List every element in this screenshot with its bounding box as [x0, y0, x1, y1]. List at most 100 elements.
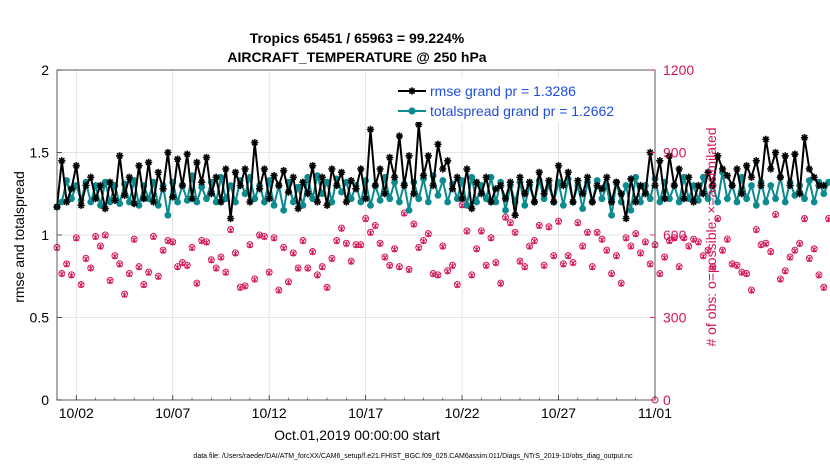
rmse-point [313, 198, 322, 206]
obs-assimilated-marker [719, 248, 726, 254]
obs-assimilated-marker [362, 216, 369, 223]
obs-assimilated-marker [811, 246, 817, 253]
obs-assimilated-marker [126, 271, 133, 278]
spread-point [593, 177, 601, 184]
rmse-point [453, 173, 461, 181]
spread-point [58, 198, 66, 206]
obs-assimilated-marker [681, 235, 687, 242]
rmse-point [390, 173, 399, 181]
rmse-point [617, 190, 625, 198]
obs-assimilated-marker [165, 238, 171, 245]
legend-rmse-label: rmse grand pr = 1.3286 [430, 83, 576, 99]
obs-assimilated-marker [555, 219, 562, 225]
rmse-point [357, 165, 365, 173]
rmse-point [583, 173, 592, 181]
obs-assimilated-marker [710, 264, 716, 271]
rmse-point [424, 152, 432, 160]
obs-assimilated-marker [396, 264, 403, 271]
obs-assimilated-marker [382, 254, 388, 261]
obs-assimilated-marker [73, 235, 80, 242]
rmse-point [632, 198, 640, 206]
spread-point [767, 182, 775, 189]
rmse-point [752, 157, 760, 165]
rmse-point [188, 195, 196, 203]
spread-point [396, 198, 403, 206]
spread-point [752, 201, 760, 209]
rmse-point [810, 173, 818, 181]
footnote: data file: /Users/raeder/DAI/ATM_forcXX/… [193, 453, 633, 460]
y-tick-label-right: 900 [663, 145, 687, 161]
rmse-point [395, 132, 404, 140]
rmse-point [781, 152, 789, 160]
obs-assimilated-marker [285, 279, 292, 286]
obs-assimilated-marker [526, 243, 533, 250]
obs-assimilated-marker [435, 272, 441, 279]
rmse-point [434, 140, 442, 148]
legend-rmse-marker [408, 87, 416, 95]
rmse-point [714, 152, 722, 160]
rmse-point [145, 158, 153, 166]
obs-assimilated-marker [690, 237, 697, 243]
rmse-point [685, 173, 693, 181]
obs-assimilated-marker [131, 237, 137, 243]
spread-point [781, 198, 789, 206]
rmse-point [149, 198, 158, 206]
rmse-point [607, 198, 616, 206]
rmse-point [675, 165, 683, 173]
rmse-point [501, 195, 510, 203]
obs-assimilated-marker [194, 281, 200, 287]
obs-assimilated-marker [618, 281, 624, 287]
obs-assimilated-marker [242, 283, 248, 290]
obs-assimilated-marker [676, 264, 682, 271]
grid-layer [57, 70, 655, 400]
obs-assimilated-marker [237, 285, 243, 291]
obs-assimilated-marker [88, 265, 94, 272]
obs-assimilated-marker [305, 265, 311, 272]
rmse-point [91, 195, 100, 203]
spread-point [294, 183, 302, 191]
spread-point [328, 198, 336, 206]
rmse-point [598, 185, 606, 193]
obs-assimilated-marker [608, 271, 615, 278]
spread-point [439, 177, 447, 184]
obs-assimilated-marker [116, 261, 123, 268]
spread-point [289, 198, 297, 206]
rmse-point [67, 185, 76, 193]
spread-point [270, 201, 278, 209]
rmse-point [612, 178, 621, 186]
y-axis-label-left: rmse and totalspread [11, 171, 27, 303]
spread-point [699, 173, 707, 181]
spread-point [666, 195, 673, 203]
rmse-point [579, 190, 587, 198]
rmse-point [540, 190, 548, 198]
rmse-point [371, 181, 379, 190]
obs-assimilated-marker [502, 215, 509, 221]
rmse-point [289, 173, 297, 181]
rmse-point [198, 178, 206, 186]
x-tick-label: 11/01 [638, 405, 672, 421]
obs-assimilated-marker [507, 220, 514, 227]
legend-spread-marker [408, 107, 416, 115]
rmse-point [231, 168, 240, 176]
rmse-point [419, 172, 428, 180]
spread-point [241, 190, 249, 198]
spread-point [685, 195, 693, 203]
spread-point [87, 198, 95, 206]
obs-assimilated-marker [415, 245, 422, 252]
x-tick-label: 10/17 [348, 405, 383, 421]
rmse-point [347, 176, 355, 185]
y-axis-label-right: # of obs: o=possible; ×=assimilated [703, 127, 719, 346]
obs-assimilated-marker [599, 237, 605, 243]
rmse-point [636, 181, 645, 190]
rmse-point [328, 165, 336, 173]
obs-assimilated-marker [464, 228, 470, 235]
spread-point [608, 211, 615, 219]
spread-point [487, 173, 495, 181]
rmse-point [574, 176, 582, 185]
obs-assimilated-marker [401, 210, 407, 217]
rmse-point [106, 178, 114, 186]
obs-assimilated-marker [372, 223, 379, 230]
rmse-point [111, 196, 119, 204]
rmse-point [805, 165, 813, 173]
obs-assimilated-marker [112, 253, 118, 260]
